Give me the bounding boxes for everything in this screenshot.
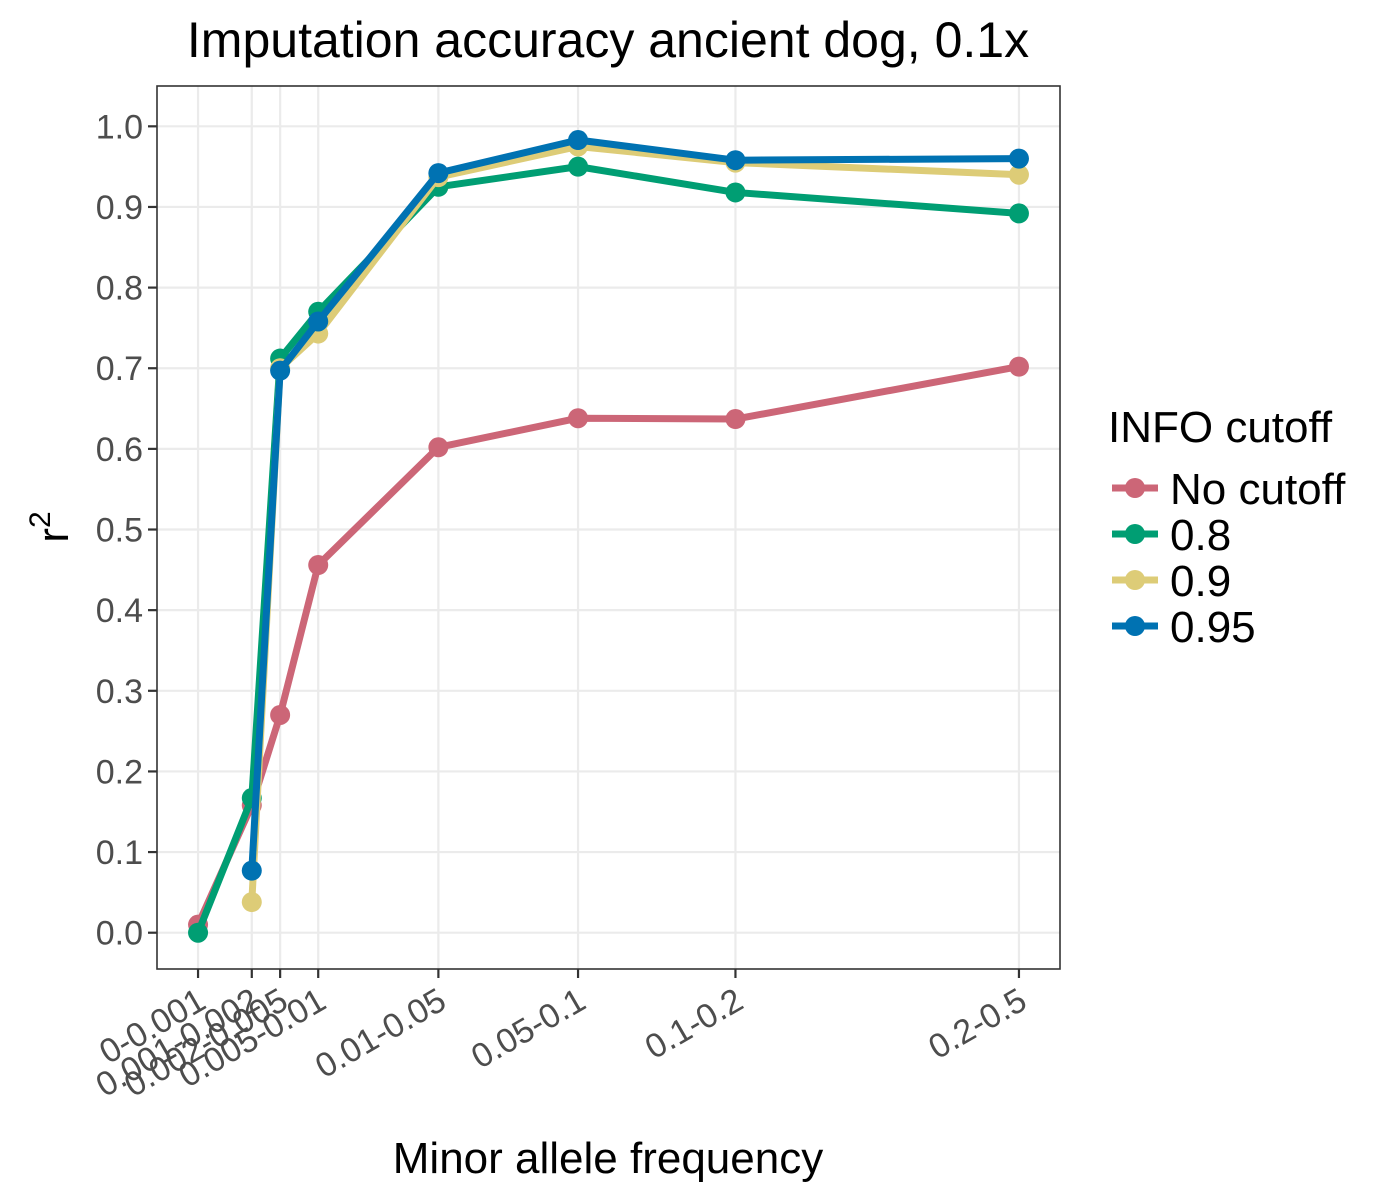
data-point xyxy=(270,704,291,725)
y-tick-label: 0.3 xyxy=(96,673,143,711)
chart-title: Imputation accuracy ancient dog, 0.1x xyxy=(187,12,1029,68)
y-tick-label: 0.5 xyxy=(96,512,143,550)
data-point xyxy=(428,163,449,184)
data-point xyxy=(725,409,746,430)
data-point xyxy=(568,130,589,151)
y-axis-title-base: r xyxy=(29,528,78,543)
legend-key-point xyxy=(1125,524,1145,544)
y-axis-title-superscript: 2 xyxy=(24,511,57,528)
legend-item: No cutoff xyxy=(1112,465,1346,514)
data-point xyxy=(241,892,262,913)
y-tick-label: 0.4 xyxy=(96,592,143,630)
series-no-cutoff xyxy=(188,356,1029,935)
series-0-95 xyxy=(241,130,1029,881)
y-tick-label: 0.0 xyxy=(96,915,143,953)
legend-label: No cutoff xyxy=(1170,465,1346,514)
data-point xyxy=(308,554,329,575)
y-axis-title: r2 xyxy=(24,511,78,542)
legend-item: 0.95 xyxy=(1112,603,1256,652)
legend-item: 0.9 xyxy=(1112,557,1231,606)
x-tick-label: 0.01-0.05 xyxy=(309,981,452,1086)
data-point xyxy=(1008,148,1029,169)
x-axis: 0-0.0010.001-0.0020.002-0.0050.005-0.010… xyxy=(90,969,1033,1105)
series-line xyxy=(194,363,1020,927)
x-axis-title: Minor allele frequency xyxy=(393,1134,823,1183)
y-axis: 0.0 0.1 0.2 0.3 0.4 0.5 0.6 0.7 0.8 0.9 1.0 xyxy=(96,108,157,953)
data-point xyxy=(241,860,262,881)
data-point xyxy=(1008,164,1029,185)
series-layer xyxy=(188,130,1029,943)
data-point xyxy=(270,360,291,381)
legend-key-point xyxy=(1125,570,1145,590)
data-point xyxy=(1008,203,1029,224)
grid xyxy=(157,86,1060,969)
data-point xyxy=(188,922,209,943)
data-point xyxy=(568,408,589,429)
data-point xyxy=(725,182,746,203)
series-0-8 xyxy=(188,156,1029,943)
data-point xyxy=(568,156,589,177)
y-tick-label: 0.2 xyxy=(96,753,143,791)
x-tick-label: 0.1-0.2 xyxy=(639,981,750,1067)
data-point xyxy=(308,311,329,332)
series-line xyxy=(248,136,1019,871)
data-point xyxy=(725,150,746,171)
x-tick-label: 0.2-0.5 xyxy=(922,981,1033,1067)
y-tick-label: 0.1 xyxy=(96,834,143,872)
plot-panel-border xyxy=(156,85,1061,970)
data-point xyxy=(428,437,449,458)
data-point xyxy=(1008,356,1029,377)
legend-label: 0.95 xyxy=(1170,603,1256,652)
y-tick-label: 0.6 xyxy=(96,431,143,469)
y-tick-label: 1.0 xyxy=(96,108,143,146)
legend-title: INFO cutoff xyxy=(1108,403,1333,452)
y-tick-label: 0.8 xyxy=(96,270,143,308)
legend-label: 0.8 xyxy=(1170,511,1231,560)
legend-key-point xyxy=(1125,616,1145,636)
y-tick-label: 0.7 xyxy=(96,350,143,388)
y-tick-label: 0.9 xyxy=(96,189,143,227)
svg-text:r2: r2 xyxy=(24,511,78,542)
series-line xyxy=(194,163,1020,935)
legend-key-point xyxy=(1125,478,1145,498)
legend-label: 0.9 xyxy=(1170,557,1231,606)
x-tick-label: 0.05-0.1 xyxy=(465,981,592,1076)
legend-item: 0.8 xyxy=(1112,511,1231,560)
